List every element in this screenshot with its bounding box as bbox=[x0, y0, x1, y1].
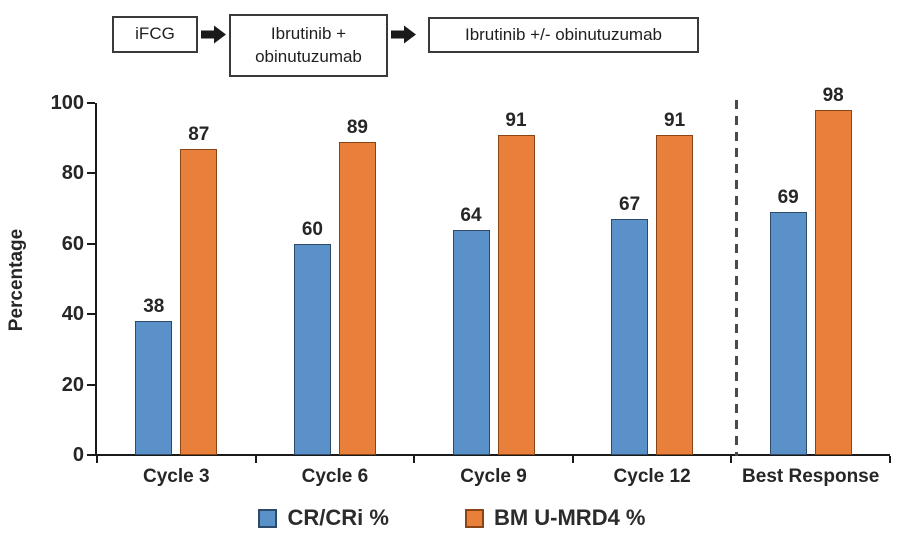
bar-cr-cri- bbox=[769, 212, 807, 455]
x-axis-tick bbox=[730, 456, 733, 463]
bar-value-label: 91 bbox=[505, 109, 527, 131]
legend-swatch-icon bbox=[464, 508, 484, 528]
x-category-label: Cycle 12 bbox=[613, 466, 691, 487]
y-tick-label: 40 bbox=[61, 303, 84, 326]
x-category-label: Cycle 6 bbox=[301, 466, 369, 487]
bar-value-label: 69 bbox=[777, 187, 799, 209]
bar-bm-u-mrd4- bbox=[338, 141, 376, 455]
x-category-label: Best Response bbox=[742, 466, 880, 487]
y-axis-tick bbox=[87, 313, 95, 316]
bar-cr-cri- bbox=[452, 229, 490, 455]
y-axis-tick bbox=[87, 454, 95, 456]
y-axis-tick bbox=[87, 172, 95, 175]
flow-box-ifcg: iFCG bbox=[112, 16, 198, 53]
y-tick-label: 0 bbox=[72, 444, 84, 466]
x-axis-tick bbox=[254, 456, 257, 463]
legend-label: BM U-MRD4 % bbox=[493, 505, 646, 530]
x-axis-tick bbox=[571, 456, 574, 463]
y-axis-title: Percentage bbox=[6, 228, 27, 332]
bar-value-label: 89 bbox=[346, 116, 368, 138]
legend-swatch-icon bbox=[258, 508, 278, 528]
legend-item: BM U-MRD4 % bbox=[464, 505, 646, 531]
bar-cr-cri- bbox=[611, 219, 649, 455]
bar-value-label: 38 bbox=[143, 296, 165, 318]
arrow-right-icon bbox=[201, 25, 226, 44]
y-tick-label: 80 bbox=[61, 162, 84, 185]
bar-bm-u-mrd4- bbox=[180, 148, 218, 455]
y-tick-label: 60 bbox=[61, 232, 84, 255]
arrow-right-icon bbox=[391, 25, 416, 44]
x-axis-line bbox=[95, 454, 890, 456]
bar-cr-cri- bbox=[293, 243, 331, 455]
flow-box-ibrutinib-plus-minus-obinutuzumab: Ibrutinib +/- obinutuzumab bbox=[428, 17, 699, 53]
y-axis-tick bbox=[87, 102, 95, 104]
flow-box-ibrutinib-obinutuzumab: Ibrutinib + obinutuzumab bbox=[229, 14, 388, 77]
bar-value-label: 67 bbox=[619, 194, 641, 216]
legend-item: CR/CRi % bbox=[258, 505, 389, 531]
legend: CR/CRi % BM U-MRD4 % bbox=[0, 501, 904, 535]
y-tick-label: 100 bbox=[50, 92, 84, 114]
y-axis-line bbox=[95, 103, 97, 456]
y-axis-tick bbox=[87, 383, 95, 386]
bar-bm-u-mrd4- bbox=[497, 134, 535, 455]
bar-bm-u-mrd4- bbox=[814, 110, 852, 455]
x-category-label: Cycle 3 bbox=[143, 466, 210, 487]
bar-value-label: 60 bbox=[301, 218, 323, 240]
legend-label: CR/CRi % bbox=[287, 505, 389, 530]
bar-value-label: 91 bbox=[664, 109, 686, 131]
y-tick-label: 20 bbox=[61, 373, 84, 396]
bar-bm-u-mrd4- bbox=[656, 134, 694, 455]
x-axis-tick bbox=[413, 456, 416, 463]
bar-value-label: 87 bbox=[188, 123, 210, 145]
bar-cr-cri- bbox=[135, 321, 173, 455]
y-axis-tick bbox=[87, 242, 95, 245]
x-axis-tick bbox=[96, 456, 98, 463]
x-category-label: Cycle 9 bbox=[460, 466, 527, 487]
phase-separator-dashed-line bbox=[735, 100, 738, 456]
bar-value-label: 64 bbox=[460, 204, 482, 226]
bar-value-label: 98 bbox=[822, 85, 844, 107]
x-axis-tick bbox=[889, 456, 891, 463]
